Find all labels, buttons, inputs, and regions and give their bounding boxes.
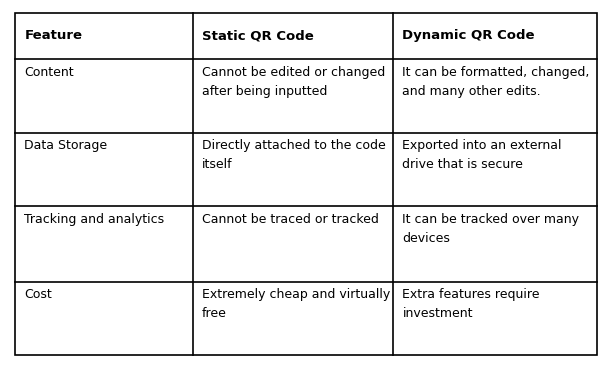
Text: Extremely cheap and virtually
free: Extremely cheap and virtually free: [202, 288, 390, 320]
Text: Feature: Feature: [24, 29, 83, 42]
Text: Cost: Cost: [24, 288, 52, 301]
Text: Dynamic QR Code: Dynamic QR Code: [403, 29, 535, 42]
Text: Static QR Code: Static QR Code: [202, 29, 313, 42]
Text: Cannot be edited or changed
after being inputted: Cannot be edited or changed after being …: [202, 66, 385, 98]
Text: Cannot be traced or tracked: Cannot be traced or tracked: [202, 213, 379, 226]
Text: Exported into an external
drive that is secure: Exported into an external drive that is …: [403, 139, 562, 171]
Text: It can be tracked over many
devices: It can be tracked over many devices: [403, 213, 580, 245]
Text: Tracking and analytics: Tracking and analytics: [24, 213, 165, 226]
Text: Content: Content: [24, 66, 74, 79]
Text: It can be formatted, changed,
and many other edits.: It can be formatted, changed, and many o…: [403, 66, 590, 98]
Text: Data Storage: Data Storage: [24, 139, 108, 152]
Text: Extra features require
investment: Extra features require investment: [403, 288, 540, 320]
Text: Directly attached to the code
itself: Directly attached to the code itself: [202, 139, 386, 171]
